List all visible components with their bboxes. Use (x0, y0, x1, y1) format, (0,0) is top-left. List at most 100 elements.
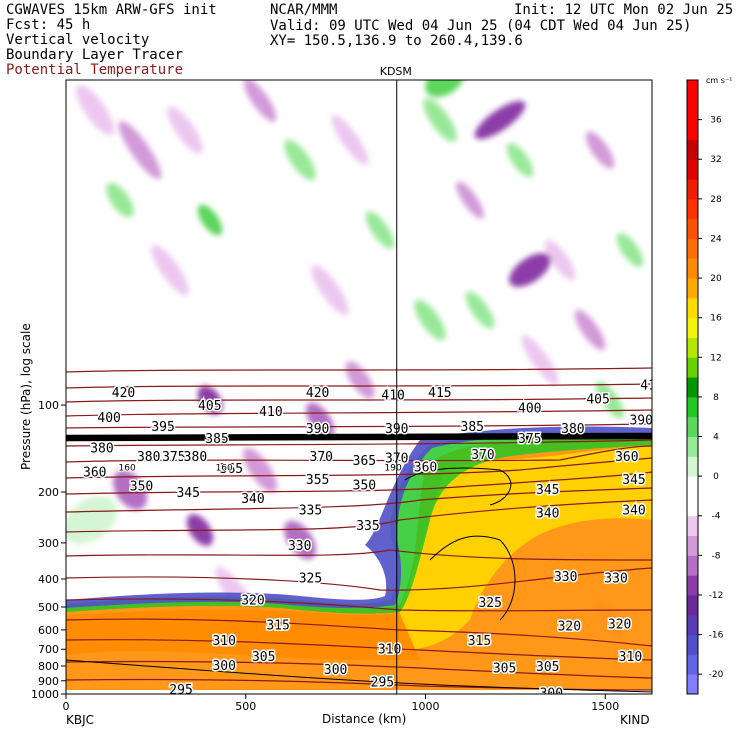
theta-contour (66, 445, 652, 463)
y-tick-label: 700 (38, 643, 59, 656)
theta-label: 300 (212, 659, 235, 674)
station-marker-label: KDSM (379, 65, 412, 78)
colorbar-swatch (687, 317, 698, 338)
colorbar-swatch (687, 119, 698, 140)
y-tick-label: 900 (38, 675, 59, 688)
theta-label: 405 (198, 399, 221, 414)
y-tick-label: 300 (38, 537, 59, 550)
vertical-velocity-cell (574, 309, 606, 351)
colorbar-tick-label: 4 (713, 433, 719, 443)
colorbar-tick-label: 24 (710, 234, 722, 244)
tracer-contour (66, 659, 652, 693)
vertical-velocity-cell (151, 244, 189, 296)
theta-label: 315 (266, 619, 289, 634)
theta-label: 320 (608, 617, 631, 632)
colorbar-swatch (687, 297, 698, 319)
theta-label: 415 (428, 386, 451, 401)
x-axis-label: Distance (km) (322, 712, 407, 726)
theta-contour (66, 471, 652, 495)
theta-label: 320 (241, 593, 264, 608)
vertical-velocity-cell (243, 80, 277, 122)
theta-label: 330 (554, 570, 577, 585)
theta-label: 420 (112, 386, 135, 401)
theta-label: 345 (622, 473, 645, 488)
theta-label: 360 (414, 460, 437, 475)
vertical-velocity-cell (284, 520, 316, 560)
tracer-contour (429, 535, 516, 621)
theta-label: 360 (615, 450, 638, 465)
colorbar-swatch (687, 139, 698, 160)
colorbar-swatch (687, 476, 698, 497)
theta-label: 375 (518, 432, 541, 447)
theta-label: 295 (371, 675, 394, 690)
theta-label: 370 (471, 448, 494, 463)
theta-label: 295 (169, 683, 192, 698)
theta-label: 350 (353, 478, 376, 493)
y-axis-label: Pressure (hPa), log scale (19, 323, 33, 470)
colorbar-swatch (687, 535, 698, 556)
theta-contour (66, 383, 652, 389)
colorbar-tick-label: 16 (710, 314, 722, 324)
theta-label: 370 (310, 450, 333, 465)
theta-label: 325 (478, 596, 501, 611)
vertical-velocity-cell (506, 142, 534, 178)
theta-label: 380 (90, 441, 113, 456)
colorbar-tick-label: 36 (710, 116, 722, 126)
theta-label: 315 (468, 634, 491, 649)
theta-contour (66, 639, 652, 661)
theta-label: 310 (619, 650, 642, 665)
tracer-contour (66, 436, 652, 442)
theta-label: 335 (299, 504, 322, 519)
header-init-time: Init: 12 UTC Mon 02 Jun 25 (514, 2, 734, 18)
theta-contour (66, 567, 652, 591)
vertical-velocity-cell (544, 239, 576, 281)
header-field-potential-temperature: Potential Temperature (6, 62, 184, 78)
theta-label: 305 (536, 660, 559, 675)
endpoint-left-label: KBJC (66, 713, 95, 727)
colorbar-tick-label: 0 (713, 472, 719, 482)
colorbar-swatch (687, 396, 698, 418)
colorbar-tick-label: -4 (712, 512, 721, 522)
vertical-velocity-cell (456, 181, 484, 219)
theta-label: 330 (604, 571, 627, 586)
header-forecast-hour: Fcst: 45 h (6, 17, 91, 33)
colorbar-tick-label: 20 (710, 274, 722, 284)
theta-label: 385 (205, 432, 228, 447)
tracer-contour (66, 434, 652, 440)
theta-label: 335 (356, 519, 379, 534)
colorbar-swatch (687, 515, 698, 537)
theta-contour (66, 660, 652, 679)
colorbar-swatch (687, 159, 698, 180)
vertical-velocity-cell (425, 80, 465, 98)
theta-label: 355 (306, 473, 329, 488)
theta-contour (66, 549, 652, 561)
header-institution: NCAR/MMM (270, 2, 338, 18)
theta-label: 360 (83, 466, 106, 481)
theta-contour (66, 457, 652, 479)
theta-label: 365 (353, 454, 376, 469)
colorbar-swatch (687, 337, 698, 358)
tracer-contour (404, 467, 512, 506)
colorbar-swatch (687, 555, 698, 576)
header-cross-section-coords: XY= 150.5,136.9 to 260.4,139.6 (270, 33, 523, 49)
x-tick-label: 500 (235, 700, 256, 713)
theta-contour (66, 499, 652, 533)
theta-label: 395 (151, 420, 174, 435)
vertical-velocity-cell (521, 335, 559, 385)
theta-label: 340 (622, 504, 645, 519)
colorbar-frame (686, 79, 699, 695)
theta-contour (66, 409, 652, 417)
vertical-velocity-cell (509, 253, 551, 287)
theta-label: 400 (97, 411, 120, 426)
y-tick-label: 800 (38, 660, 59, 673)
vertical-velocity-cell (311, 264, 349, 316)
colorbar-tick-label: 32 (710, 155, 721, 165)
vertical-velocity-cell (465, 291, 495, 329)
colorbar-swatch (687, 456, 698, 477)
x-tick-label: 1000 (412, 700, 440, 713)
colorbar-swatch (687, 634, 698, 655)
theta-label: 390 (629, 413, 652, 428)
colorbar-tick-label: -8 (712, 551, 721, 561)
y-tick-label: 100 (38, 399, 59, 412)
theta-label: 340 (241, 492, 264, 507)
